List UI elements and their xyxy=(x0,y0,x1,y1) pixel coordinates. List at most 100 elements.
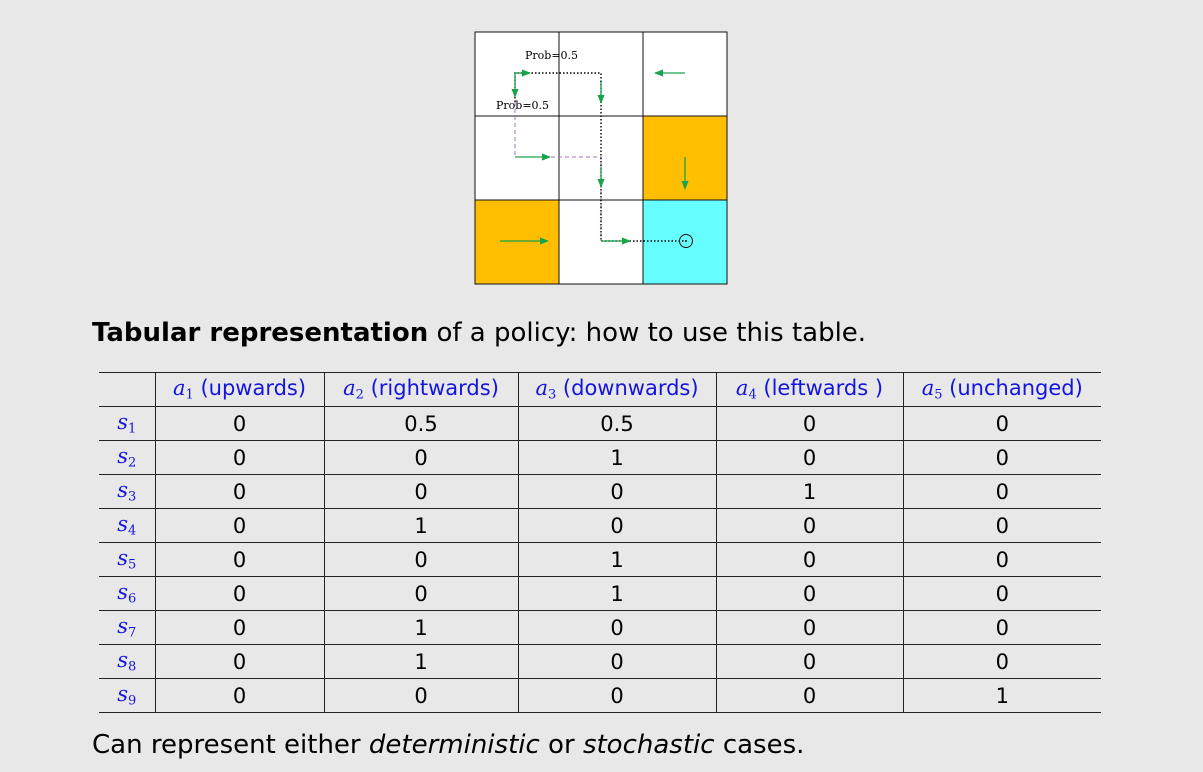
prob-cell: 0 xyxy=(323,576,518,611)
prob-cell: 0 xyxy=(715,440,903,475)
prob-cell: 0 xyxy=(154,576,324,611)
prob-cell: 0 xyxy=(517,678,716,713)
prob-cell: 1 xyxy=(323,508,518,543)
column-symbol: a xyxy=(921,376,935,401)
prob-cell: 0 xyxy=(154,678,324,713)
prob-cell: 0 xyxy=(715,406,903,441)
column-desc: (upwards) xyxy=(193,376,307,401)
dashed-trajectory xyxy=(514,102,602,241)
prob-cell: 1 xyxy=(323,610,518,645)
column-symbol: a xyxy=(535,376,548,401)
state-symbol: s xyxy=(117,682,128,707)
column-symbol: a xyxy=(172,376,186,401)
table-row: s3 0 0 0 1 0 xyxy=(99,474,1101,509)
state-index: 8 xyxy=(128,659,137,675)
prob-cell: 0 xyxy=(154,542,324,577)
footer-text-1: Can represent either xyxy=(92,730,369,760)
prob-cell: 0 xyxy=(902,474,1101,509)
cell-s1 xyxy=(475,32,559,116)
table-row: s9 0 0 0 0 1 xyxy=(99,678,1101,713)
prob-cell: 0 xyxy=(715,508,903,543)
column-index: 5 xyxy=(934,387,943,403)
grid-world-figure: Prob=0.5 Prob=0.5 xyxy=(474,31,728,285)
prob-cell: 0 xyxy=(715,576,903,611)
column-header-a3: a3 (downwards) xyxy=(517,372,716,407)
prob-cell: 0 xyxy=(323,474,518,509)
column-index: 2 xyxy=(355,387,364,403)
state-symbol: s xyxy=(117,546,128,571)
stay-circle-icon xyxy=(679,234,693,248)
row-state-label: s7 xyxy=(99,610,155,645)
table-row: s4 0 1 0 0 0 xyxy=(99,508,1101,543)
grid-lines xyxy=(474,31,728,285)
prob-cell: 0 xyxy=(517,610,716,645)
column-header-a4: a4 (leftwards ) xyxy=(715,372,903,407)
column-symbol: a xyxy=(735,376,749,401)
column-index: 1 xyxy=(185,387,194,403)
prob-cell: 0 xyxy=(902,576,1101,611)
prob-cell: 1 xyxy=(715,474,903,509)
prob-cell: 0 xyxy=(715,542,903,577)
prob-cell: 1 xyxy=(517,542,716,577)
state-index: 6 xyxy=(128,591,137,607)
prob-cell: 0 xyxy=(715,610,903,645)
prob-cell: 0.5 xyxy=(323,406,518,441)
row-state-label: s1 xyxy=(99,406,155,441)
prob-cell: 1 xyxy=(323,644,518,679)
policy-arrows xyxy=(500,69,689,245)
row-state-label: s4 xyxy=(99,508,155,543)
prob-cell: 0 xyxy=(517,474,716,509)
prob-cell: 1 xyxy=(902,678,1101,713)
table-row: s6 0 0 1 0 0 xyxy=(99,576,1101,611)
prob-cell: 1 xyxy=(517,440,716,475)
prob-cell: 0 xyxy=(154,508,324,543)
cell-s9-target xyxy=(643,200,727,284)
prob-cell: 0 xyxy=(517,644,716,679)
table-body: s1 0 0.5 0.5 0 0 s2 0 0 1 0 0 s3 0 0 0 1 0 s4 0 1 0 0 0 s5 0 0 1 0 0 s… xyxy=(99,406,1101,713)
cell-s4 xyxy=(475,116,559,200)
state-symbol: s xyxy=(117,614,128,639)
table-row: s5 0 0 1 0 0 xyxy=(99,542,1101,577)
cell-s3 xyxy=(643,32,727,116)
prob-cell: 0.5 xyxy=(517,406,716,441)
caption: Tabular representation of a policy: how … xyxy=(92,318,866,348)
corner-cell xyxy=(99,372,155,407)
prob-cell: 0 xyxy=(902,610,1101,645)
caption-rest: of a policy: how to use this table. xyxy=(428,318,867,348)
prob-cell: 0 xyxy=(154,440,324,475)
prob-cell: 0 xyxy=(715,678,903,713)
prob-cell: 0 xyxy=(902,406,1101,441)
prob-cell: 0 xyxy=(517,508,716,543)
state-index: 5 xyxy=(128,557,137,573)
footer-stochastic: stochastic xyxy=(582,730,715,760)
prob-cell: 1 xyxy=(517,576,716,611)
prob-label-lower: Prob=0.5 xyxy=(496,99,549,112)
prob-cell: 0 xyxy=(323,542,518,577)
row-state-label: s9 xyxy=(99,678,155,713)
state-index: 4 xyxy=(128,523,137,539)
row-state-label: s6 xyxy=(99,576,155,611)
row-state-label: s3 xyxy=(99,474,155,509)
state-symbol: s xyxy=(117,444,128,469)
table-header-row: a1 (upwards) a2 (rightwards) a3 (downwards… xyxy=(99,372,1101,407)
footer-text-2: or xyxy=(539,730,583,760)
row-state-label: s8 xyxy=(99,644,155,679)
state-symbol: s xyxy=(117,410,128,435)
prob-cell: 0 xyxy=(154,610,324,645)
state-symbol: s xyxy=(117,512,128,537)
cell-s7-forbidden xyxy=(475,200,559,284)
prob-cell: 0 xyxy=(154,406,324,441)
table-row: s8 0 1 0 0 0 xyxy=(99,644,1101,679)
state-index: 7 xyxy=(128,625,137,641)
table-row: s1 0 0.5 0.5 0 0 xyxy=(99,406,1101,441)
caption-bold: Tabular representation xyxy=(92,318,429,348)
prob-cell: 0 xyxy=(902,508,1101,543)
column-symbol: a xyxy=(343,376,356,401)
policy-table: a1 (upwards) a2 (rightwards) a3 (downwards… xyxy=(99,372,1101,713)
state-index: 1 xyxy=(128,421,137,437)
prob-cell: 0 xyxy=(902,644,1101,679)
row-state-label: s2 xyxy=(99,440,155,475)
column-header-a2: a2 (rightwards) xyxy=(323,372,518,407)
column-desc: (rightwards) xyxy=(363,376,499,401)
column-desc: (unchanged) xyxy=(942,376,1083,401)
